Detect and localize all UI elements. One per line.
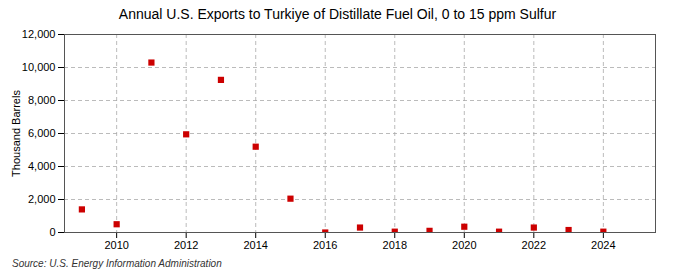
svg-text:2020: 2020 <box>452 239 476 251</box>
svg-text:2012: 2012 <box>174 239 198 251</box>
svg-text:12,000: 12,000 <box>22 28 56 40</box>
svg-text:0: 0 <box>49 226 55 238</box>
svg-text:6,000: 6,000 <box>28 127 56 139</box>
svg-text:2016: 2016 <box>313 239 337 251</box>
svg-text:2010: 2010 <box>104 239 128 251</box>
svg-text:10,000: 10,000 <box>22 61 56 73</box>
html-text:Source: U.S. Energy Informatio: Source: U.S. Energy Information Administ… <box>12 258 222 269</box>
svg-text:2024: 2024 <box>591 239 615 251</box>
svg-text:2,000: 2,000 <box>28 193 56 205</box>
svg-text:8,000: 8,000 <box>28 94 56 106</box>
svg-text:2014: 2014 <box>243 239 267 251</box>
svg-text:4,000: 4,000 <box>28 160 56 172</box>
svg-text:2022: 2022 <box>522 239 546 251</box>
svg-text:Thousand Barrels: Thousand Barrels <box>10 90 22 177</box>
svg-text:2018: 2018 <box>383 239 407 251</box>
html-text:Annual U.S. Exports to Turkiye: Annual U.S. Exports to Turkiye of Distil… <box>118 6 557 22</box>
